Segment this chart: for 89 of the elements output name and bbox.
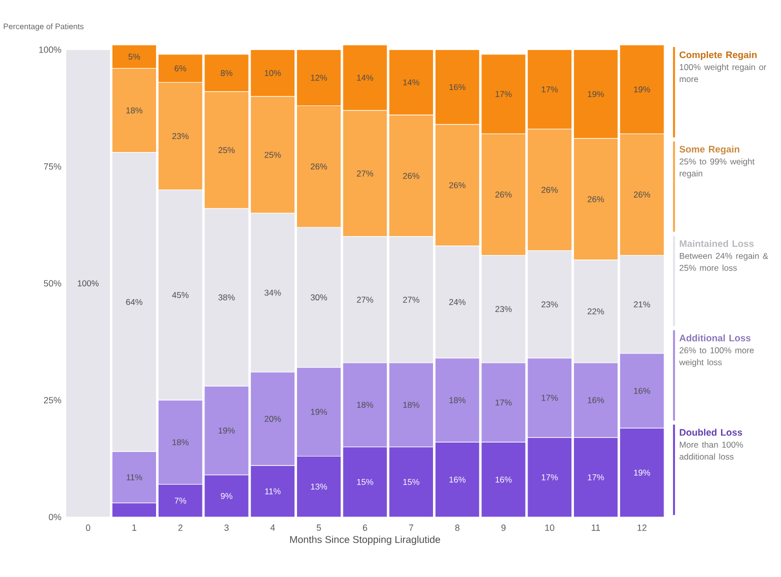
y-tick-label: 0% xyxy=(48,514,62,520)
data-label: 19% xyxy=(311,408,328,415)
x-tick-label: 9 xyxy=(501,524,506,531)
data-label: 26% xyxy=(310,164,328,170)
data-label: 100% xyxy=(78,280,99,286)
data-label: 19% xyxy=(634,86,650,92)
data-label: 19% xyxy=(588,91,604,98)
x-tick-label: 1 xyxy=(132,524,136,531)
data-label: 16% xyxy=(449,476,466,483)
series-label: Doubled Loss xyxy=(680,428,742,436)
data-label: 23% xyxy=(172,133,189,140)
data-label: 21% xyxy=(634,301,650,308)
y-tick-label: 100% xyxy=(39,46,62,53)
data-label: 23% xyxy=(542,301,558,308)
y-tick-label: 50% xyxy=(44,280,62,287)
data-label: 16% xyxy=(496,476,512,483)
data-label: 14% xyxy=(403,79,420,86)
data-label: 26% xyxy=(542,186,558,193)
x-tick-label: 3 xyxy=(224,524,229,531)
x-tick-label: 8 xyxy=(455,524,460,531)
data-label: 38% xyxy=(218,294,235,300)
data-label: 22% xyxy=(588,308,604,314)
x-tick-label: 5 xyxy=(316,524,321,531)
data-label: 26% xyxy=(495,192,512,198)
text: 26% to 100% more weight loss xyxy=(679,347,754,367)
data-label: 34% xyxy=(264,290,281,296)
data-label: 25% xyxy=(264,152,281,158)
data-label: 27% xyxy=(356,296,374,303)
data-label: 15% xyxy=(403,478,420,485)
data-label: 18% xyxy=(449,397,466,404)
data-label: 5% xyxy=(128,54,140,60)
data-label: 64% xyxy=(126,299,142,306)
series-label: Some Regain xyxy=(679,146,740,154)
data-label: 27% xyxy=(356,170,374,176)
data-label: 9% xyxy=(220,492,232,499)
series-label: Maintained Loss xyxy=(680,240,754,247)
data-label: 17% xyxy=(542,394,558,401)
data-label: 12% xyxy=(311,74,328,81)
data-label: 20% xyxy=(264,416,281,422)
data-label: 11% xyxy=(265,488,281,494)
x-axis-title: Months Since Stopping Liraglutide xyxy=(290,536,440,545)
x-tick-label: 6 xyxy=(362,524,368,531)
x-tick-label: 12 xyxy=(638,524,646,531)
data-label: 26% xyxy=(403,172,420,179)
data-label: 26% xyxy=(588,196,604,202)
text: Additional Loss xyxy=(679,334,750,342)
text: 100% weight regain or more xyxy=(680,64,766,82)
x-tick-label: 2 xyxy=(178,524,182,531)
data-label: 26% xyxy=(634,192,650,198)
data-label: 30% xyxy=(310,294,328,300)
text: Between 24% regain & 25% more loss xyxy=(680,252,768,271)
data-label: 17% xyxy=(542,474,558,480)
data-label: 19% xyxy=(634,470,650,476)
data-label: 13% xyxy=(311,484,328,490)
y-tick-label: 25% xyxy=(44,396,62,404)
x-tick-label: 11 xyxy=(592,524,600,531)
data-label: 10% xyxy=(264,70,281,76)
x-tick-label: 10 xyxy=(545,524,554,531)
data-label: 18% xyxy=(172,439,189,446)
x-tick-label: 0 xyxy=(86,524,90,531)
data-label: 11% xyxy=(126,474,142,480)
y-tick-label: 75% xyxy=(44,163,62,170)
data-label: 8% xyxy=(220,70,232,76)
series-label: Complete Regain xyxy=(680,51,757,60)
data-label: 45% xyxy=(172,292,189,298)
x-tick-label: 7 xyxy=(409,524,414,531)
data-label: 17% xyxy=(496,91,512,98)
data-label: 17% xyxy=(588,474,604,480)
data-label: 16% xyxy=(449,84,466,90)
data-label: 15% xyxy=(357,478,374,485)
data-label: 19% xyxy=(218,428,235,434)
text: 25% to 99% weight regain xyxy=(680,158,755,178)
data-label: 18% xyxy=(403,402,420,408)
data-label: 27% xyxy=(403,296,420,303)
data-label: 14% xyxy=(357,74,374,81)
data-label: 17% xyxy=(496,400,512,406)
data-label: 17% xyxy=(542,86,558,92)
data-label: 7% xyxy=(174,498,186,504)
data-label: 16% xyxy=(588,397,604,404)
data-label: 18% xyxy=(357,402,374,408)
data-label: 26% xyxy=(449,182,466,188)
data-label: 23% xyxy=(495,306,512,312)
data-label: 24% xyxy=(449,299,466,306)
data-label: 16% xyxy=(634,388,650,394)
data-label: 25% xyxy=(218,147,235,154)
data-label: 6% xyxy=(174,65,186,72)
text: More than 100% additional loss xyxy=(680,441,743,460)
data-label: 18% xyxy=(126,107,142,114)
x-tick-label: 4 xyxy=(270,524,275,531)
